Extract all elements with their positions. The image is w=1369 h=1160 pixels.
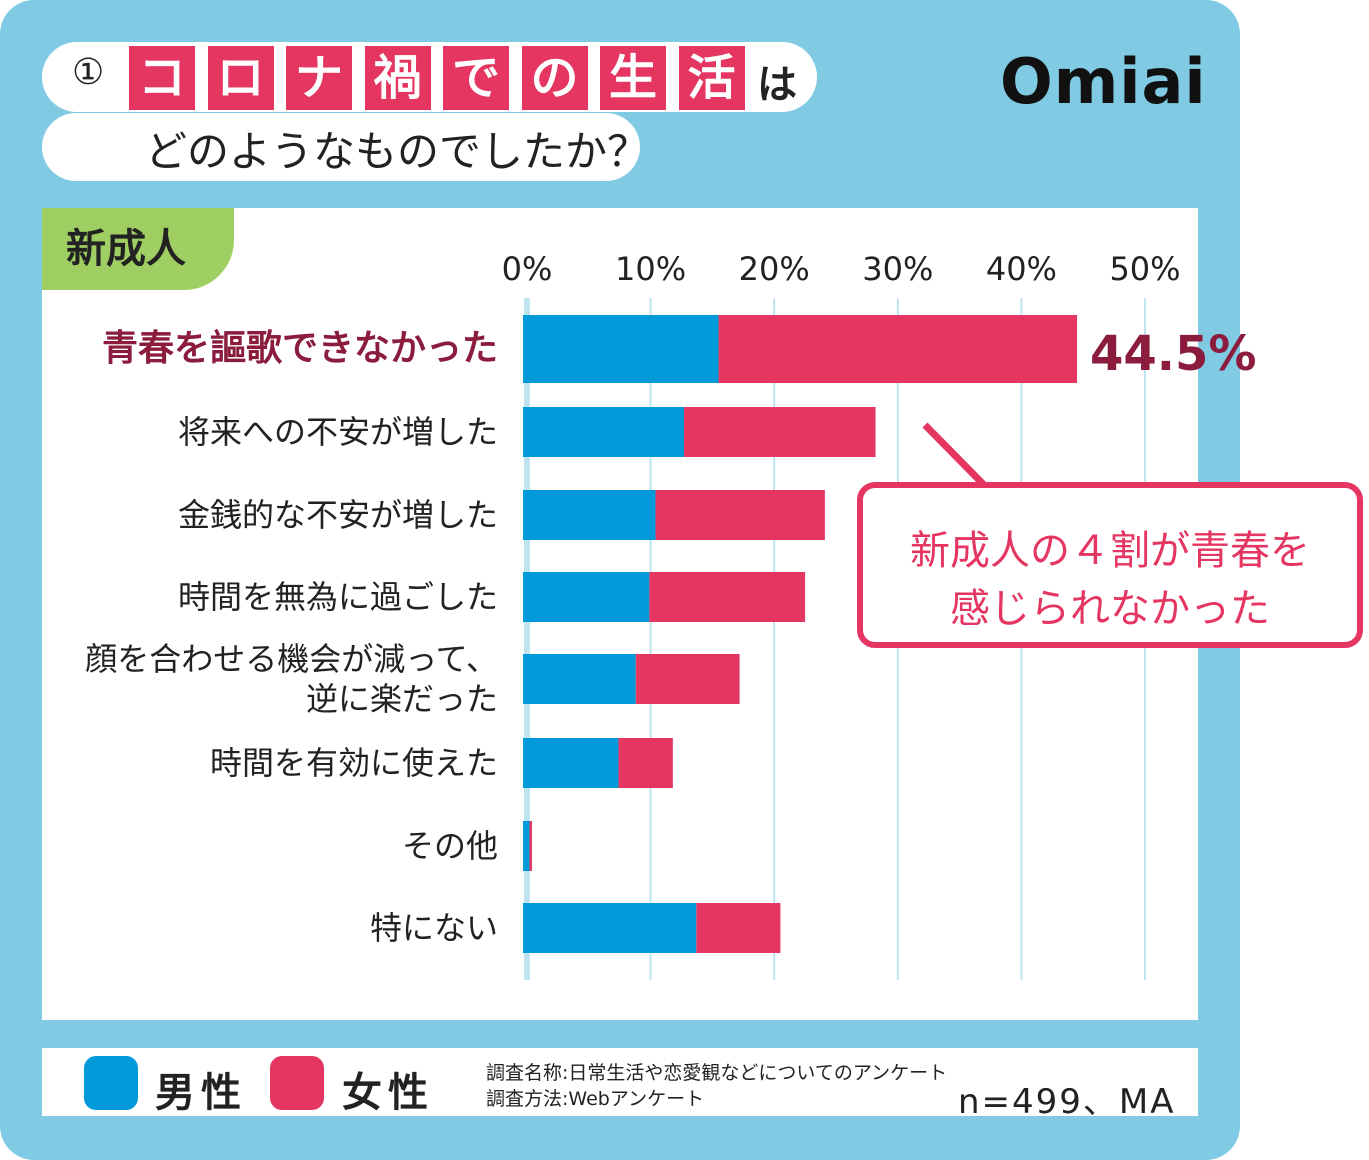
title-char-box: の — [521, 46, 588, 110]
title-char-box: コ — [129, 46, 195, 110]
legend-swatch-male — [84, 1056, 138, 1110]
title-tail: は — [757, 62, 797, 108]
survey-method: 調査方法:Webアンケート — [486, 1088, 705, 1110]
category-label: その他 — [401, 827, 498, 865]
bar-male — [523, 738, 619, 788]
callout-line-2: 感じられなかった — [950, 586, 1270, 632]
x-tick-label: 40% — [985, 250, 1057, 288]
bar-female — [718, 315, 1078, 383]
bar-male — [523, 821, 530, 871]
title-char-box: 生 — [600, 46, 666, 110]
category-label: 特にない — [369, 909, 498, 947]
subtitle-pill — [42, 113, 640, 181]
category-label: 青春を謳歌できなかった — [101, 328, 498, 369]
category-label: 時間を無為に過ごした — [177, 578, 498, 616]
category-label: 金銭的な不安が増した — [177, 496, 498, 534]
bar-male — [523, 572, 650, 622]
survey-name: 調査名称:日常生活や恋愛観などについてのアンケート — [486, 1062, 948, 1084]
bar-female — [529, 821, 532, 871]
question-number: ① — [72, 52, 105, 93]
bar-male — [523, 315, 719, 383]
bar-female — [618, 738, 673, 788]
title-char-box: 禍 — [364, 46, 431, 110]
x-tick-label: 30% — [862, 250, 934, 288]
legend-strip — [42, 1048, 1198, 1116]
legend-swatch-female — [270, 1056, 324, 1110]
title-char-box: ナ — [286, 46, 352, 110]
category-label: 将来への不安が増した — [177, 413, 498, 451]
group-tag: 新成人 — [42, 208, 234, 290]
bar-male — [523, 490, 656, 540]
title-char-box: で — [443, 46, 509, 110]
bar-female — [635, 654, 740, 704]
subtitle: どのようなものでしたか？ — [145, 127, 650, 176]
title-char-box: 活 — [678, 46, 745, 110]
data-label-top: 44.5% — [1090, 326, 1257, 382]
bar-female — [655, 490, 825, 540]
bar-female — [649, 572, 806, 622]
legend-label-female: 女性 — [342, 1070, 434, 1116]
title-char-box: ロ — [207, 46, 274, 110]
x-tick-label: 50% — [1109, 250, 1181, 288]
callout-line-1: 新成人の４割が青春を — [910, 528, 1310, 574]
x-tick-label: 20% — [738, 250, 810, 288]
legend-label-male: 男性 — [155, 1070, 247, 1116]
category-label: 顔を合わせる機会が減って、 逆に楽だった — [85, 640, 498, 718]
callout-box: 新成人の４割が青春を 感じられなかった — [857, 482, 1363, 648]
omiai-logo: Omiai — [1000, 45, 1207, 118]
x-tick-label: 10% — [615, 250, 687, 288]
sample-size: n=499、MA — [958, 1082, 1176, 1122]
bar-female — [696, 903, 781, 953]
x-tick-label: 0% — [501, 250, 553, 288]
bar-male — [523, 903, 697, 953]
category-label: 時間を有効に使えた — [209, 744, 498, 782]
bar-male — [523, 654, 636, 704]
bar-male — [523, 407, 684, 457]
bar-female — [683, 407, 876, 457]
